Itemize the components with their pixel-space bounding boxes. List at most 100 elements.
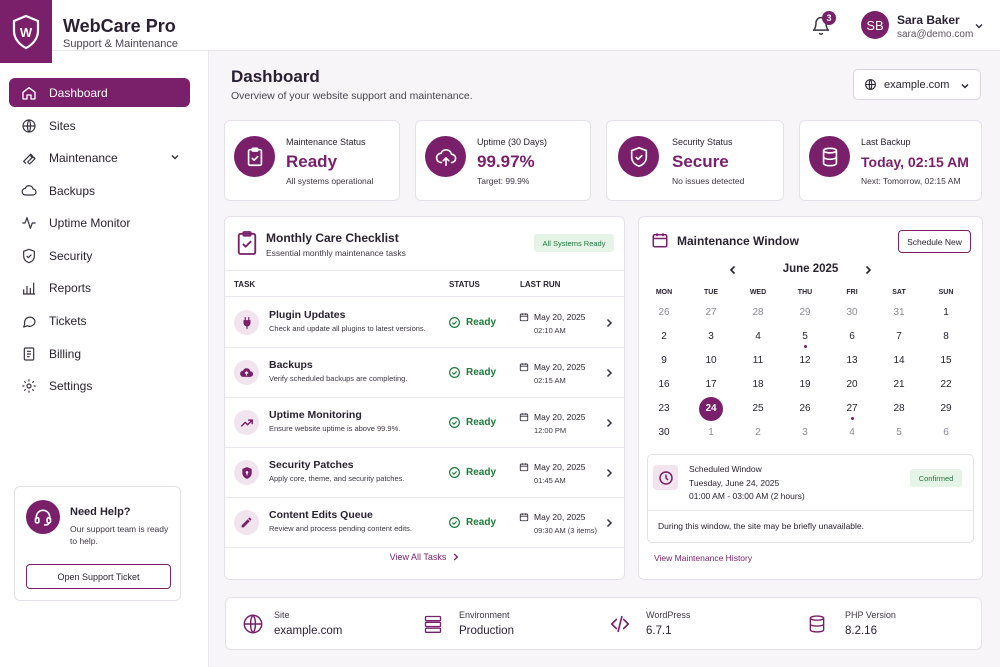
chevron-down-icon[interactable]: [170, 152, 180, 162]
schedule-new-button[interactable]: Schedule New: [898, 230, 971, 253]
sidebar-item-settings[interactable]: Settings: [9, 371, 190, 400]
bell-icon[interactable]: [811, 16, 831, 36]
view-all-tasks-label: View All Tasks: [389, 552, 447, 562]
calendar-day[interactable]: 26: [799, 403, 811, 414]
calendar-day[interactable]: 30: [846, 307, 858, 318]
view-all-tasks-link[interactable]: View All Tasks: [225, 552, 624, 562]
status-ready: Ready: [448, 316, 496, 329]
stat-card-backup[interactable]: Last Backup Today, 02:15 AM Next: Tomorr…: [799, 120, 982, 201]
sidebar-item-maintenance[interactable]: Maintenance: [9, 143, 190, 172]
stat-card-maintenance[interactable]: Maintenance Status Ready All systems ope…: [224, 120, 400, 201]
stat-note: Next: Tomorrow, 02:15 AM: [861, 176, 961, 186]
user-name[interactable]: Sara Baker: [897, 13, 960, 27]
avatar[interactable]: SB: [861, 11, 889, 39]
chevron-right-icon[interactable]: [864, 265, 872, 275]
scheduled-window-date: Tuesday, June 24, 2025: [689, 478, 780, 488]
calendar-day[interactable]: 2: [661, 331, 667, 342]
calendar-day[interactable]: 25: [752, 403, 764, 414]
task-description: Ensure website uptime is above 99.9%.: [269, 424, 401, 433]
table-row[interactable]: Uptime Monitoring Ensure website uptime …: [225, 398, 624, 448]
last-run-date: May 20, 2025: [534, 512, 586, 522]
calendar-day[interactable]: 27: [705, 307, 717, 318]
calendar-day[interactable]: 4: [849, 427, 855, 438]
calendar-day[interactable]: 5: [802, 331, 808, 342]
calendar-day[interactable]: 14: [893, 355, 905, 366]
calendar-day[interactable]: 16: [658, 379, 670, 390]
calendar-day[interactable]: 28: [752, 307, 764, 318]
calendar-day[interactable]: 1: [943, 307, 949, 318]
chevron-left-icon[interactable]: [729, 265, 737, 275]
calendar-day[interactable]: 21: [893, 379, 905, 390]
sidebar-item-billing[interactable]: Billing: [9, 339, 190, 368]
calendar-day[interactable]: 7: [896, 331, 902, 342]
view-maintenance-history-link[interactable]: View Maintenance History: [654, 553, 753, 563]
calendar-day[interactable]: 20: [846, 379, 858, 390]
calendar-day[interactable]: 1: [708, 427, 714, 438]
sidebar-item-reports[interactable]: Reports: [9, 273, 190, 302]
sidebar-item-dashboard[interactable]: Dashboard: [9, 78, 190, 107]
calendar-day[interactable]: 27: [846, 403, 858, 414]
chevron-right-icon[interactable]: [605, 368, 613, 378]
calendar-day[interactable]: 22: [940, 379, 952, 390]
calendar-month: June 2025: [782, 263, 839, 275]
stat-value: Secure: [672, 152, 729, 171]
table-row[interactable]: Backups Verify scheduled backups are com…: [225, 348, 624, 398]
calendar-day[interactable]: 6: [943, 427, 949, 438]
calendar-day[interactable]: 4: [755, 331, 761, 342]
calendar-day[interactable]: 17: [705, 379, 717, 390]
calendar-day[interactable]: 11: [752, 355, 764, 366]
calendar-day[interactable]: 13: [846, 355, 858, 366]
sidebar-item-tickets[interactable]: Tickets: [9, 306, 190, 335]
database-icon: [809, 136, 850, 177]
calendar-day[interactable]: 8: [943, 331, 949, 342]
site-info-bar: Site example.com Environment Production …: [225, 597, 982, 650]
calendar-day[interactable]: 12: [799, 355, 811, 366]
calendar-day[interactable]: 10: [705, 355, 717, 366]
calendar-day[interactable]: 28: [893, 403, 905, 414]
calendar-day[interactable]: 9: [661, 355, 667, 366]
chevron-right-icon[interactable]: [605, 418, 613, 428]
event-dot: [850, 417, 854, 420]
chevron-down-icon[interactable]: [974, 21, 984, 31]
logo[interactable]: W: [0, 0, 52, 63]
sidebar-item-label: Uptime Monitor: [49, 215, 131, 230]
site-selector[interactable]: example.com: [853, 69, 981, 100]
wrench-icon: [23, 153, 36, 165]
chevron-right-icon[interactable]: [605, 468, 613, 478]
calendar-day[interactable]: 5: [896, 427, 902, 438]
chevron-right-icon[interactable]: [605, 318, 613, 328]
sidebar-item-security[interactable]: Security: [9, 241, 190, 270]
stat-card-security[interactable]: Security Status Secure No issues detecte…: [606, 120, 784, 201]
calendar-day[interactable]: 19: [799, 379, 811, 390]
calendar-day[interactable]: 15: [940, 355, 952, 366]
sidebar-item-uptime-monitor[interactable]: Uptime Monitor: [9, 208, 190, 237]
stat-value: Ready: [286, 152, 338, 171]
calendar-day[interactable]: 3: [802, 427, 808, 438]
calendar-day[interactable]: 18: [752, 379, 764, 390]
calendar-day[interactable]: 29: [799, 307, 811, 318]
calendar-day[interactable]: 23: [658, 403, 670, 414]
calendar-day[interactable]: 30: [658, 427, 670, 438]
calendar-day[interactable]: 29: [940, 403, 952, 414]
table-row[interactable]: Plugin Updates Check and update all plug…: [225, 298, 624, 348]
chevron-right-icon[interactable]: [605, 518, 613, 528]
calendar-day[interactable]: 26: [658, 307, 670, 318]
status-badge: All Systems Ready: [534, 234, 614, 252]
sidebar-item-backups[interactable]: Backups: [9, 176, 190, 205]
info-value: 8.2.16: [845, 625, 877, 637]
calendar-day[interactable]: 3: [708, 331, 714, 342]
calendar-icon: [519, 363, 529, 372]
calendar-day[interactable]: 31: [893, 307, 905, 318]
calendar-day[interactable]: 2: [755, 427, 761, 438]
stat-value: 99.97%: [477, 152, 535, 171]
sidebar-item-sites[interactable]: Sites: [9, 111, 190, 140]
calendar-day-selected[interactable]: 24: [699, 397, 723, 421]
scheduled-window-title: Scheduled Window: [689, 464, 762, 474]
table-row[interactable]: Content Edits Queue Review and process p…: [225, 498, 624, 548]
stat-card-uptime[interactable]: Uptime (30 Days) 99.97% Target: 99.9%: [415, 120, 591, 201]
info-value: 6.7.1: [646, 625, 672, 637]
calendar-day[interactable]: 6: [849, 331, 855, 342]
table-row[interactable]: Security Patches Apply core, theme, and …: [225, 448, 624, 498]
open-support-ticket-button[interactable]: Open Support Ticket: [26, 564, 171, 589]
shield-logo-icon: W: [12, 14, 40, 49]
